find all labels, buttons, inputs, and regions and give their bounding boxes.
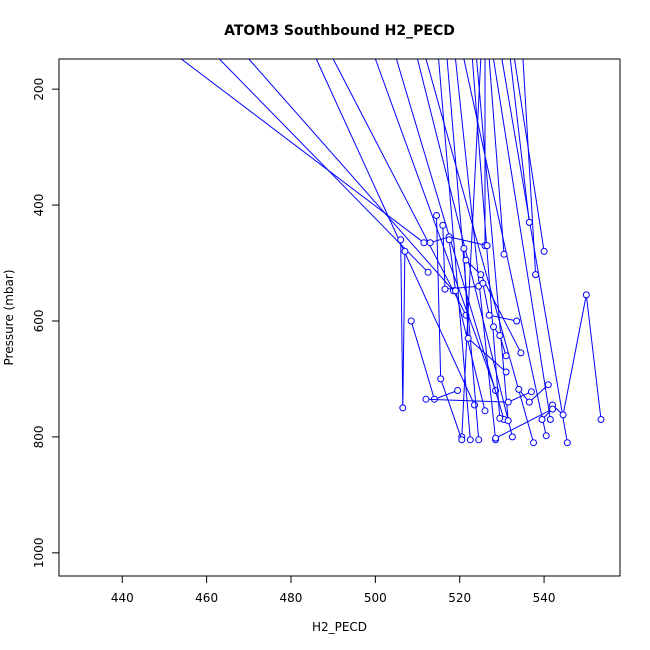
data-point bbox=[496, 414, 504, 422]
data-point bbox=[540, 247, 548, 255]
x-tick-label: 500 bbox=[364, 591, 387, 605]
data-point bbox=[597, 416, 605, 423]
data-point bbox=[399, 404, 407, 412]
plot-frame bbox=[58, 58, 621, 577]
data-point bbox=[471, 401, 478, 409]
series-line bbox=[522, 59, 537, 275]
series-line bbox=[488, 59, 505, 255]
y-tick-label: 1000 bbox=[32, 538, 46, 569]
y-tick-label: 400 bbox=[32, 194, 46, 217]
series-line bbox=[218, 59, 429, 273]
data-point bbox=[407, 317, 415, 325]
data-point bbox=[563, 439, 571, 447]
data-point bbox=[433, 212, 440, 219]
data-point bbox=[445, 236, 453, 244]
series-line bbox=[552, 294, 602, 420]
data-point bbox=[462, 256, 470, 264]
data-point bbox=[454, 387, 462, 394]
data-point bbox=[559, 411, 567, 419]
y-tick-label: 600 bbox=[32, 310, 46, 333]
series-line bbox=[476, 59, 509, 421]
data-point bbox=[502, 368, 510, 376]
series-line bbox=[509, 59, 530, 223]
plot-area bbox=[180, 59, 605, 447]
data-point bbox=[490, 323, 497, 331]
y-axis: 200 400 600 800 1000 bbox=[32, 78, 59, 568]
data-point bbox=[437, 375, 445, 383]
data-point bbox=[426, 239, 434, 247]
y-tick-label: 200 bbox=[32, 78, 46, 101]
data-point bbox=[397, 236, 405, 244]
data-point bbox=[422, 395, 430, 403]
data-point bbox=[530, 439, 537, 447]
series-line bbox=[374, 59, 497, 391]
data-point bbox=[515, 385, 523, 393]
data-point bbox=[532, 271, 540, 279]
series-line bbox=[514, 59, 545, 252]
data-point bbox=[485, 311, 493, 319]
data-point bbox=[500, 250, 508, 258]
data-point bbox=[504, 398, 512, 406]
data-point bbox=[546, 416, 554, 423]
series-line bbox=[332, 59, 467, 316]
data-point bbox=[504, 417, 512, 425]
data-point bbox=[401, 247, 409, 255]
data-point bbox=[544, 381, 552, 389]
data-point bbox=[420, 239, 428, 247]
data-point bbox=[483, 242, 491, 250]
y-axis-label: Pressure (mbar) bbox=[2, 269, 16, 365]
series-line bbox=[400, 239, 406, 408]
data-point bbox=[492, 434, 500, 442]
data-point bbox=[458, 436, 466, 444]
chart-title: ATOM3 Southbound H2_PECD bbox=[224, 23, 455, 39]
x-tick-label: 520 bbox=[448, 591, 471, 605]
data-point bbox=[475, 436, 483, 444]
data-point bbox=[424, 268, 432, 276]
data-point bbox=[508, 433, 516, 441]
series-line bbox=[455, 59, 497, 440]
data-point bbox=[527, 388, 535, 396]
data-point bbox=[517, 349, 525, 357]
data-point bbox=[582, 291, 590, 299]
data-point bbox=[477, 271, 485, 279]
data-point bbox=[513, 317, 521, 325]
data-point bbox=[460, 245, 468, 252]
series-line bbox=[493, 59, 551, 420]
data-point bbox=[525, 218, 533, 226]
data-point bbox=[542, 432, 550, 440]
data-point bbox=[441, 285, 449, 293]
data-point bbox=[479, 279, 487, 287]
x-axis-label: H2_PECD bbox=[312, 620, 367, 634]
x-tick-label: 540 bbox=[533, 591, 556, 605]
data-point bbox=[452, 287, 459, 295]
data-point bbox=[525, 398, 533, 406]
series-line bbox=[493, 326, 507, 356]
data-point bbox=[549, 405, 556, 413]
x-tick-label: 460 bbox=[195, 591, 218, 605]
data-point bbox=[496, 332, 504, 339]
series-line bbox=[471, 59, 501, 419]
series-line bbox=[461, 59, 482, 437]
data-point bbox=[464, 334, 472, 342]
data-point bbox=[538, 416, 546, 423]
series-line bbox=[436, 215, 463, 440]
data-point bbox=[466, 436, 474, 444]
series-line bbox=[410, 320, 458, 400]
series-line bbox=[315, 59, 475, 406]
y-tick-label: 800 bbox=[32, 425, 46, 448]
series-line bbox=[248, 59, 454, 292]
x-axis: 440 460 480 500 520 540 bbox=[111, 576, 556, 605]
x-tick-label: 440 bbox=[111, 591, 134, 605]
data-point bbox=[481, 407, 489, 415]
data-point bbox=[439, 221, 447, 229]
data-point bbox=[502, 352, 510, 360]
x-tick-label: 480 bbox=[280, 591, 303, 605]
series-line bbox=[430, 236, 488, 247]
